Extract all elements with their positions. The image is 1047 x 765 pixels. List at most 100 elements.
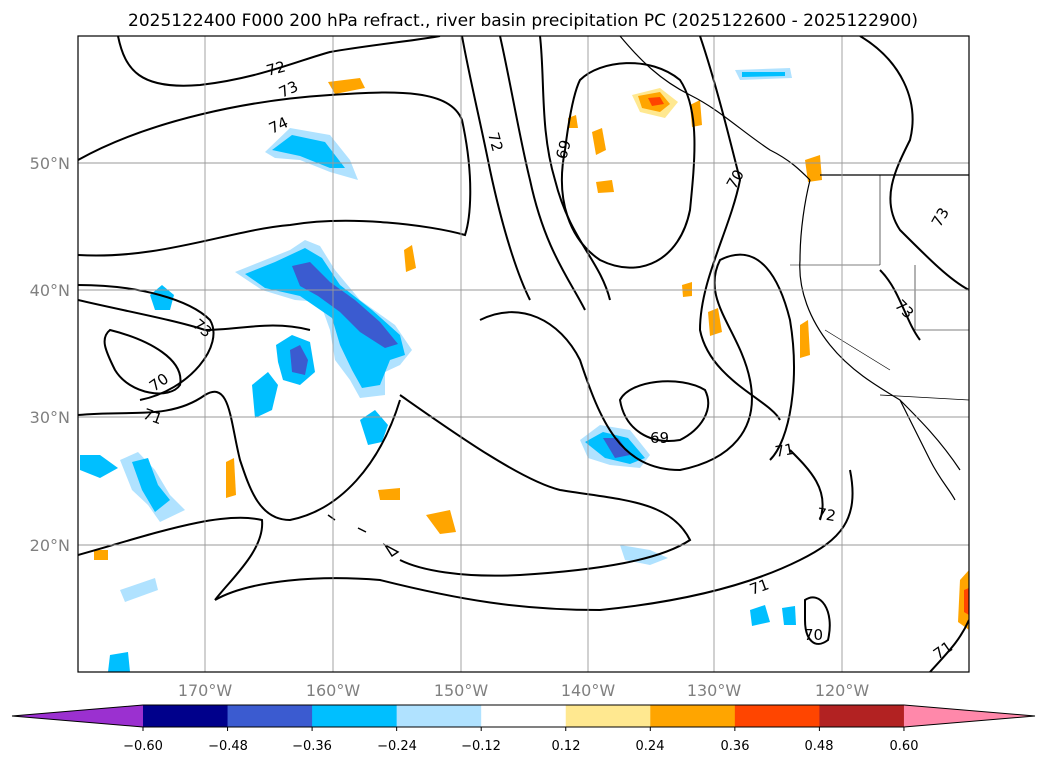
pos-anomaly-12 <box>958 570 969 630</box>
colorbar-segment <box>819 705 905 727</box>
neg-anomaly-10-core <box>742 72 785 77</box>
coast-westcoast <box>799 179 961 471</box>
contour-72-channel-e <box>499 36 586 311</box>
map-frame <box>77 35 970 673</box>
colorbar-tick-label: 0.48 <box>805 739 834 754</box>
contour-72-channel-w <box>461 36 531 301</box>
map-background <box>78 36 969 672</box>
contour-70-se <box>804 596 831 645</box>
colorbar-extend-low <box>12 705 143 727</box>
state-lines <box>790 175 969 371</box>
neg-anomaly-14 <box>108 652 130 672</box>
contour-73-ne <box>859 36 969 291</box>
contour-label: 71 <box>774 440 796 461</box>
neg-anomaly-1-core <box>272 135 345 168</box>
lon-label: 160°W <box>306 681 361 700</box>
colorbar-segment <box>227 705 313 727</box>
neg-anomaly-7-core <box>132 458 170 512</box>
lon-label: 170°W <box>178 681 233 700</box>
pos-anomaly-4 <box>596 180 614 193</box>
border-us-mexico <box>879 394 969 401</box>
pos-anomaly-3 <box>592 128 606 155</box>
contour-73-e2 <box>879 269 921 341</box>
lat-label: 30°N <box>30 408 70 427</box>
colorbar-tick-label: 0.60 <box>890 739 919 754</box>
pos-anomaly-6 <box>708 308 722 336</box>
contour-69-lower <box>618 380 710 442</box>
pos-anomaly-9 <box>426 510 456 534</box>
colorbar-segment <box>481 705 567 727</box>
neg-anomaly-2-deep <box>292 262 398 348</box>
pos-anomaly-11 <box>378 488 400 500</box>
neg-anomaly-5 <box>360 410 388 445</box>
contour-72-se <box>789 449 824 521</box>
neg-anomaly-15 <box>120 578 158 602</box>
contour-low-1 <box>103 328 182 395</box>
colorbar-tick-label: −0.48 <box>208 739 248 754</box>
lon-label: 150°W <box>434 681 489 700</box>
neg-anomaly-9-deep <box>603 438 630 458</box>
lat-label: 20°N <box>30 536 70 555</box>
pos-anomaly-5 <box>404 245 416 272</box>
pos-anomaly-8 <box>805 155 822 182</box>
colorbar-segment <box>396 705 482 727</box>
neg-anomaly-3-core <box>290 345 308 375</box>
contour-label: 72 <box>264 58 287 80</box>
colorbar-tick-label: −0.36 <box>292 739 332 754</box>
neg-anomaly-13 <box>782 606 796 625</box>
pos-anomaly-2 <box>328 78 365 94</box>
colorbar-segment <box>734 705 820 727</box>
pos-anomaly-7 <box>800 320 810 358</box>
precip-shading <box>80 68 796 672</box>
map-panel: 72 73 74 72 69 70 73 73 70 71 69 71 72 7… <box>77 35 970 673</box>
lon-label: 120°W <box>815 681 870 700</box>
coastlines <box>327 36 969 558</box>
colorbar-ticks: −0.60 −0.48 −0.36 −0.24 −0.12 0.12 0.24 … <box>123 739 918 754</box>
contour-label: 72 <box>484 130 506 153</box>
contour-north-1 <box>78 91 472 257</box>
colorbar-tick-label: −0.24 <box>377 739 417 754</box>
colorbar-tick-label: −0.12 <box>461 739 501 754</box>
coast-alaska <box>619 36 811 181</box>
neg-anomaly-2-core <box>245 248 405 388</box>
contour-south-w <box>78 516 264 601</box>
colorbar-segment <box>565 705 651 727</box>
longitude-labels: 170°W 160°W 150°W 140°W 130°W 120°W <box>178 681 870 700</box>
contour-71-far-south <box>214 469 854 612</box>
colorbar <box>11 704 1036 731</box>
figure-title: 2025122400 F000 200 hPa refract., river … <box>128 11 918 31</box>
pos-anomaly-14 <box>94 550 108 560</box>
neg-anomaly-12 <box>750 605 770 626</box>
graticule <box>78 36 969 672</box>
colorbar-tick-label: 0.24 <box>636 739 665 754</box>
pos-anomaly-1-deep <box>648 97 664 106</box>
precip-shading-positive <box>94 78 969 630</box>
contour-label: 69 <box>650 429 669 447</box>
lat-label: 50°N <box>30 154 70 173</box>
neg-anomaly-8 <box>80 455 118 478</box>
neg-anomaly-11 <box>620 545 668 565</box>
latitude-labels: 50°N 40°N 30°N 20°N <box>30 154 70 555</box>
colorbar-segment <box>312 705 398 727</box>
pos-anomaly-10 <box>226 458 236 498</box>
pos-anomaly-13 <box>682 282 692 297</box>
colorbar-segment <box>650 705 736 727</box>
lon-label: 140°W <box>561 681 616 700</box>
lon-label: 130°W <box>687 681 742 700</box>
contour-70-channel <box>539 36 611 301</box>
contour-label: 72 <box>815 504 837 525</box>
lat-label: 40°N <box>30 281 70 300</box>
neg-anomaly-6 <box>150 285 174 310</box>
hawaii <box>327 514 400 558</box>
contour-label: 69 <box>552 138 574 161</box>
contour-label: 70 <box>804 626 823 644</box>
contour-label: 71 <box>747 575 771 598</box>
contour-north-2 <box>117 36 441 87</box>
colorbar-tick-label: 0.36 <box>721 739 750 754</box>
colorbar-tick-label: 0.12 <box>552 739 581 754</box>
colorbar-tick-label: −0.60 <box>123 739 163 754</box>
contour-69-upper <box>561 62 696 269</box>
contour-label: 71 <box>141 405 165 428</box>
contour-71-west <box>78 390 401 522</box>
